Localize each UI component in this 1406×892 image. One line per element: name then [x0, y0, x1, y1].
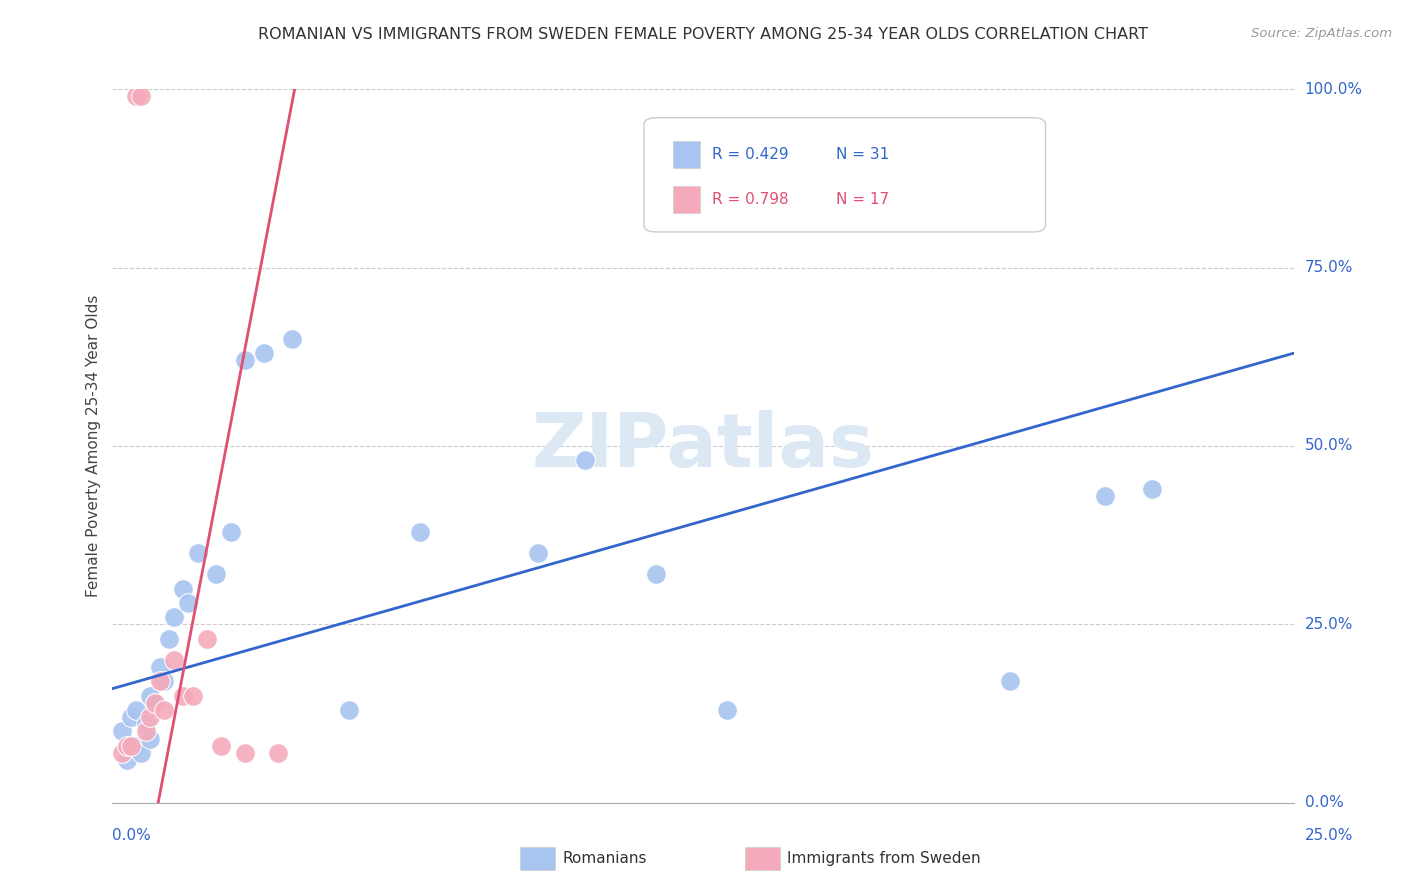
Point [186, 546, 208, 560]
Point [219, 524, 242, 539]
Text: R = 0.429: R = 0.429 [713, 147, 789, 162]
Point [139, 689, 162, 703]
Point [574, 453, 596, 467]
FancyBboxPatch shape [644, 118, 1046, 232]
Point [267, 746, 290, 760]
Text: N = 17: N = 17 [837, 192, 890, 207]
Point [153, 674, 176, 689]
Point [111, 724, 134, 739]
Point [143, 696, 166, 710]
Text: 25.0%: 25.0% [1305, 828, 1353, 843]
Point [120, 739, 142, 753]
Point [209, 739, 232, 753]
Point [281, 332, 304, 346]
Point [172, 689, 194, 703]
Point [337, 703, 360, 717]
Point [177, 596, 200, 610]
Text: ZIPatlas: ZIPatlas [531, 409, 875, 483]
Point [129, 89, 152, 103]
Text: R = 0.798: R = 0.798 [713, 192, 789, 207]
Text: 25.0%: 25.0% [1305, 617, 1353, 632]
Point [120, 710, 142, 724]
Text: 100.0%: 100.0% [1305, 82, 1362, 96]
Text: 0.0%: 0.0% [1305, 796, 1343, 810]
Point [115, 753, 138, 767]
Point [716, 703, 738, 717]
FancyBboxPatch shape [673, 186, 700, 212]
Point [149, 660, 172, 674]
Text: Romanians: Romanians [562, 852, 647, 866]
Point [1140, 482, 1163, 496]
Point [408, 524, 430, 539]
Y-axis label: Female Poverty Among 25-34 Year Olds: Female Poverty Among 25-34 Year Olds [86, 295, 101, 597]
Point [125, 739, 148, 753]
Point [253, 346, 276, 360]
Point [233, 746, 256, 760]
Point [153, 703, 176, 717]
Point [139, 710, 162, 724]
Point [143, 696, 166, 710]
Point [125, 89, 148, 103]
Point [172, 582, 194, 596]
Point [135, 717, 157, 731]
Point [157, 632, 180, 646]
Point [111, 746, 134, 760]
Point [139, 731, 162, 746]
Text: Immigrants from Sweden: Immigrants from Sweden [787, 852, 981, 866]
Point [135, 724, 157, 739]
Text: 0.0%: 0.0% [112, 828, 152, 843]
Point [998, 674, 1021, 689]
Text: N = 31: N = 31 [837, 147, 890, 162]
Point [644, 567, 666, 582]
Point [129, 746, 152, 760]
Point [195, 632, 218, 646]
Point [125, 703, 148, 717]
FancyBboxPatch shape [673, 141, 700, 169]
Text: 75.0%: 75.0% [1305, 260, 1353, 275]
Text: Source: ZipAtlas.com: Source: ZipAtlas.com [1251, 27, 1392, 40]
Point [1094, 489, 1116, 503]
Point [115, 739, 138, 753]
Point [526, 546, 548, 560]
Point [181, 689, 204, 703]
Point [163, 653, 186, 667]
Point [205, 567, 228, 582]
Point [163, 610, 186, 624]
Text: 50.0%: 50.0% [1305, 439, 1353, 453]
Point [149, 674, 172, 689]
Text: ROMANIAN VS IMMIGRANTS FROM SWEDEN FEMALE POVERTY AMONG 25-34 YEAR OLDS CORRELAT: ROMANIAN VS IMMIGRANTS FROM SWEDEN FEMAL… [257, 27, 1149, 42]
Point [233, 353, 256, 368]
